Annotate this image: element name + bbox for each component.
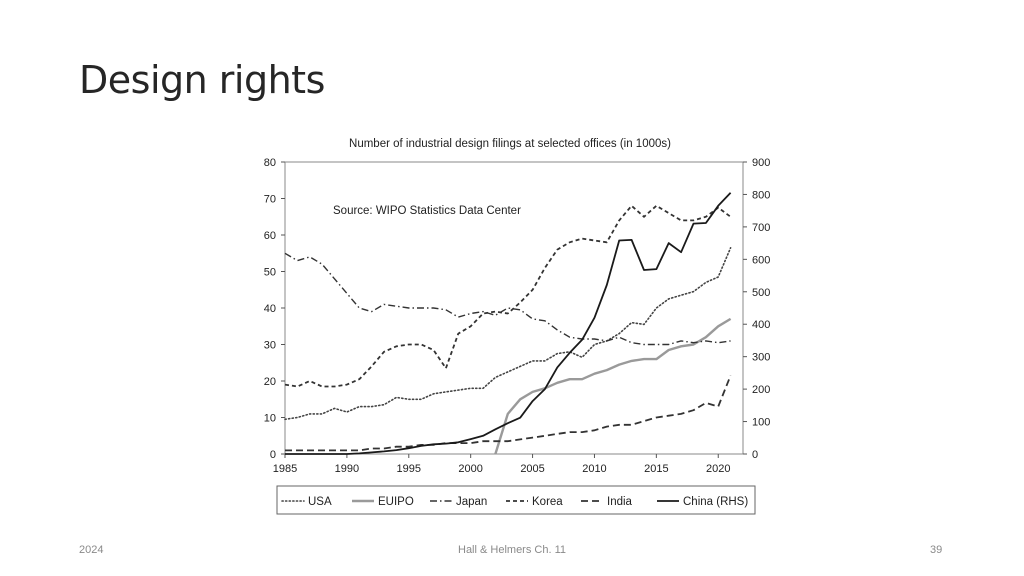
y-right-tick-label: 600 [752, 254, 770, 266]
y-left-tick-label: 0 [270, 449, 276, 461]
x-tick-label: 2015 [644, 463, 668, 475]
legend-label: Japan [456, 496, 487, 508]
axes-layer: 1985 1990 1995 2000 2005 2010 2015 202001020304… [264, 157, 771, 475]
y-right-tick-label: 400 [752, 319, 770, 331]
series-line-korea [284, 204, 732, 388]
series-line-japan [284, 252, 731, 346]
legend-label: India [607, 496, 633, 508]
y-right-tick-label: 500 [752, 287, 770, 299]
y-left-tick-label: 50 [264, 267, 276, 279]
legend-label: China (RHS) [683, 496, 748, 508]
y-right-tick-label: 900 [752, 157, 770, 169]
series-line-euipo [494, 317, 732, 455]
y-right-tick-label: 700 [752, 222, 770, 234]
y-right-tick-label: 200 [752, 384, 770, 396]
x-tick-label: 1995 [397, 463, 421, 475]
y-right-tick-label: 0 [752, 449, 758, 461]
y-left-tick-label: 30 [264, 340, 276, 352]
source-annotation: Source: WIPO Statistics Data Center [333, 205, 521, 217]
legend-label: USA [308, 496, 332, 508]
y-left-tick-label: 20 [264, 376, 276, 388]
x-tick-label: 2010 [582, 463, 606, 475]
series-layer [284, 192, 732, 455]
slide-title: Design rights [79, 58, 325, 102]
x-tick-label: 2020 [706, 463, 730, 475]
legend: USA EUIPO Japan Korea India China (RHS) [281, 496, 748, 508]
y-right-tick-label: 300 [752, 352, 770, 364]
y-left-tick-label: 40 [264, 303, 276, 315]
series-line-china-rhs [285, 192, 732, 455]
y-right-tick-label: 800 [752, 189, 770, 201]
y-left-tick-label: 80 [264, 157, 276, 169]
x-tick-label: 2005 [520, 463, 544, 475]
series-line-usa [284, 247, 732, 421]
page-number: 39 [930, 544, 943, 556]
series-line-india [285, 375, 732, 452]
legend-label: Korea [532, 496, 563, 508]
y-left-tick-label: 60 [264, 230, 276, 242]
x-tick-label: 1990 [335, 463, 359, 475]
footer-source: Hall & Helmers Ch. 11 [458, 544, 566, 556]
y-right-tick-label: 100 [752, 417, 770, 429]
footer-year: 2024 [79, 544, 104, 556]
y-left-tick-label: 10 [264, 413, 276, 425]
x-tick-label: 1985 [273, 463, 297, 475]
chart-title: Number of industrial design filings at s… [349, 138, 671, 150]
legend-label: EUIPO [378, 496, 414, 508]
y-left-tick-label: 70 [264, 194, 276, 206]
x-tick-label: 2000 [458, 463, 482, 475]
